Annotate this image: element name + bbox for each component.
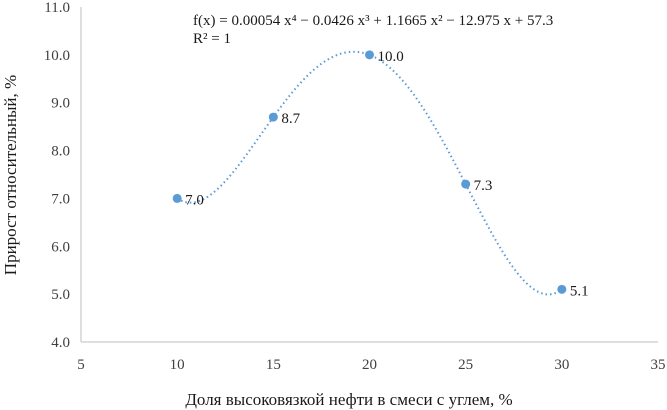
y-tick-label: 6.0 (51, 239, 70, 255)
data-label: 7.3 (474, 178, 493, 194)
data-label: 8.7 (281, 111, 300, 127)
x-tick-label: 20 (362, 357, 377, 373)
data-points (172, 50, 567, 294)
data-point (365, 50, 374, 60)
data-point (172, 193, 182, 203)
y-axis-title: Прирост относительный, % (1, 75, 20, 275)
x-tick-labels: 5 10 15 20 25 30 35 (77, 357, 665, 373)
data-label: 10.0 (378, 49, 404, 65)
data-point (557, 284, 567, 294)
trendline (176, 50, 563, 296)
x-axis-title: Доля высоковязкой нефти в смеси с углем,… (185, 390, 512, 409)
y-tick-label: 4.0 (51, 335, 70, 351)
data-label: 5.1 (570, 283, 589, 299)
x-tick-label: 15 (266, 357, 281, 373)
trendline-equation: f(x) = 0.00054 x⁴ − 0.0426 x³ + 1.1665 x… (193, 13, 553, 29)
y-tick-label: 10.0 (44, 48, 70, 64)
y-tick-label: 7.0 (51, 191, 70, 207)
y-tick-labels: 4.0 5.0 6.0 7.0 8.0 9.0 10.0 11.0 (44, 0, 70, 351)
data-point (268, 112, 278, 122)
data-point (461, 179, 471, 189)
x-tick-label: 30 (554, 357, 569, 373)
x-tick-label: 5 (77, 357, 85, 373)
y-tick-label: 5.0 (51, 287, 70, 303)
x-tick-label: 35 (651, 357, 666, 373)
data-labels: 7.0 8.7 10.0 7.3 5.1 (185, 49, 588, 300)
trendline-r2: R² = 1 (193, 31, 231, 47)
y-tick-label: 11.0 (44, 0, 70, 16)
x-tick-label: 10 (170, 357, 185, 373)
y-tick-label: 8.0 (51, 144, 70, 160)
y-tick-label: 9.0 (51, 96, 70, 112)
data-label: 7.0 (185, 192, 204, 208)
axes (80, 7, 658, 343)
x-tick-label: 25 (458, 357, 473, 373)
